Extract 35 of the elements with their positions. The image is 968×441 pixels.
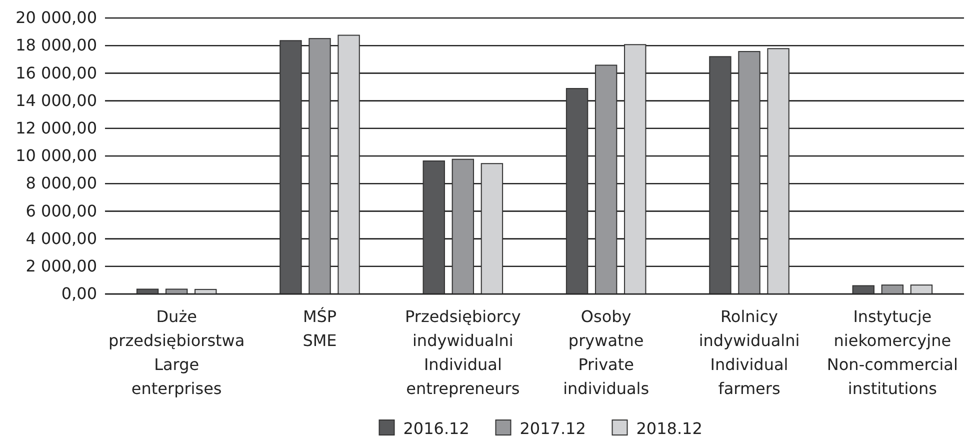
bar: [280, 40, 302, 294]
y-tick-label: 20 000,00: [16, 8, 97, 28]
y-tick-label: 8 000,00: [26, 174, 97, 193]
bar: [709, 56, 732, 294]
x-tick-label: Osoby prywatne Private individuals: [563, 307, 650, 398]
bar: [338, 34, 360, 294]
bar: [852, 285, 874, 294]
legend-label: 2018.12: [636, 419, 702, 438]
bar: [910, 284, 933, 294]
legend-label: 2017.12: [520, 419, 586, 438]
bar: [422, 160, 445, 294]
bar: [624, 44, 646, 294]
legend-label: 2016.12: [403, 419, 470, 438]
y-tick-label: 18 000,00: [16, 36, 97, 55]
y-tick-label: 16 000,00: [16, 63, 97, 82]
y-tick-label: 14 000,00: [16, 90, 97, 110]
x-tick-label: Instytucje niekomercyjne Non-commercial institutions: [826, 307, 958, 398]
bar: [738, 51, 760, 294]
y-tick-label: 4 000,00: [26, 228, 97, 248]
bar: [767, 48, 790, 294]
y-tick-label: 12 000,00: [16, 118, 97, 138]
y-tick-label: 6 000,00: [26, 201, 97, 220]
x-tick-label: Duże przedsiębiorstwa Large enterprises: [108, 307, 245, 398]
y-tick-label: 0,00: [61, 284, 97, 304]
x-tick-label: Przedsiębiorcy indywidualni Individual entrepreneurs: [404, 307, 521, 398]
x-tick-label: MŚP SME: [302, 307, 337, 350]
bar: [566, 88, 588, 294]
bar: [881, 284, 904, 294]
bar: [594, 64, 618, 294]
bar: [308, 38, 331, 294]
y-tick-label: 10 000,00: [16, 146, 97, 166]
x-tick-label: Rolnicy indywidualni Individual farmers: [698, 307, 800, 398]
bar: [480, 163, 504, 294]
bar: [452, 158, 474, 294]
y-tick-label: 2 000,00: [26, 256, 97, 276]
